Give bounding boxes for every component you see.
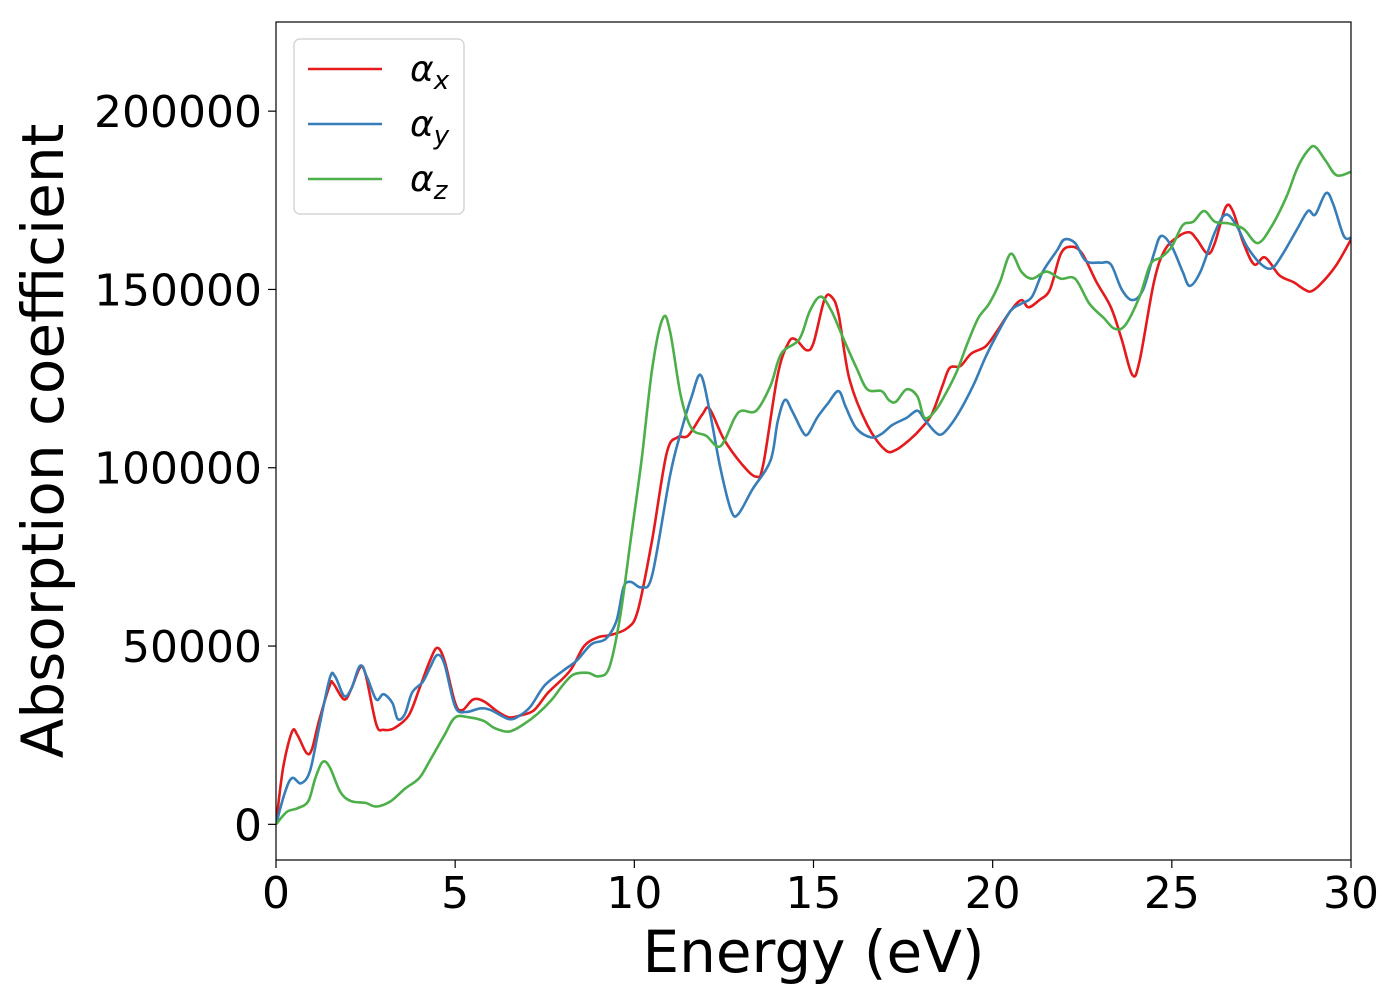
x-tick-label: 30 (1323, 868, 1379, 919)
x-tick-label: 25 (1144, 868, 1200, 919)
x-tick-label: 0 (262, 868, 290, 919)
y-tick-label: 0 (234, 800, 262, 851)
x-tick-label: 20 (965, 868, 1021, 919)
series-line-y (276, 191, 1351, 825)
y-axis-label: Absorption coefficient (9, 124, 77, 759)
y-tick-label: 150000 (94, 265, 262, 316)
y-tick-label: 50000 (122, 622, 262, 673)
legend-box (293, 38, 465, 215)
x-axis-label: Energy (eV) (642, 918, 984, 986)
x-tick-label: 5 (441, 868, 469, 919)
x-axis: 0 5 10 15 20 25 30 (262, 860, 1379, 919)
legend-label-z: αz (410, 159, 449, 206)
series-line-z (276, 144, 1351, 826)
y-axis: 0 50000 100000 150000 200000 (94, 87, 276, 851)
y-tick-label: 100000 (94, 444, 262, 495)
series-line-x (276, 203, 1351, 825)
legend-label-x: αx (410, 49, 450, 96)
series-layer (276, 144, 1351, 826)
y-tick-label: 200000 (94, 87, 262, 138)
legend-label-y: αy (410, 104, 450, 151)
x-tick-label: 15 (786, 868, 842, 919)
legend: αx αy αz (293, 38, 465, 215)
x-tick-label: 10 (606, 868, 662, 919)
